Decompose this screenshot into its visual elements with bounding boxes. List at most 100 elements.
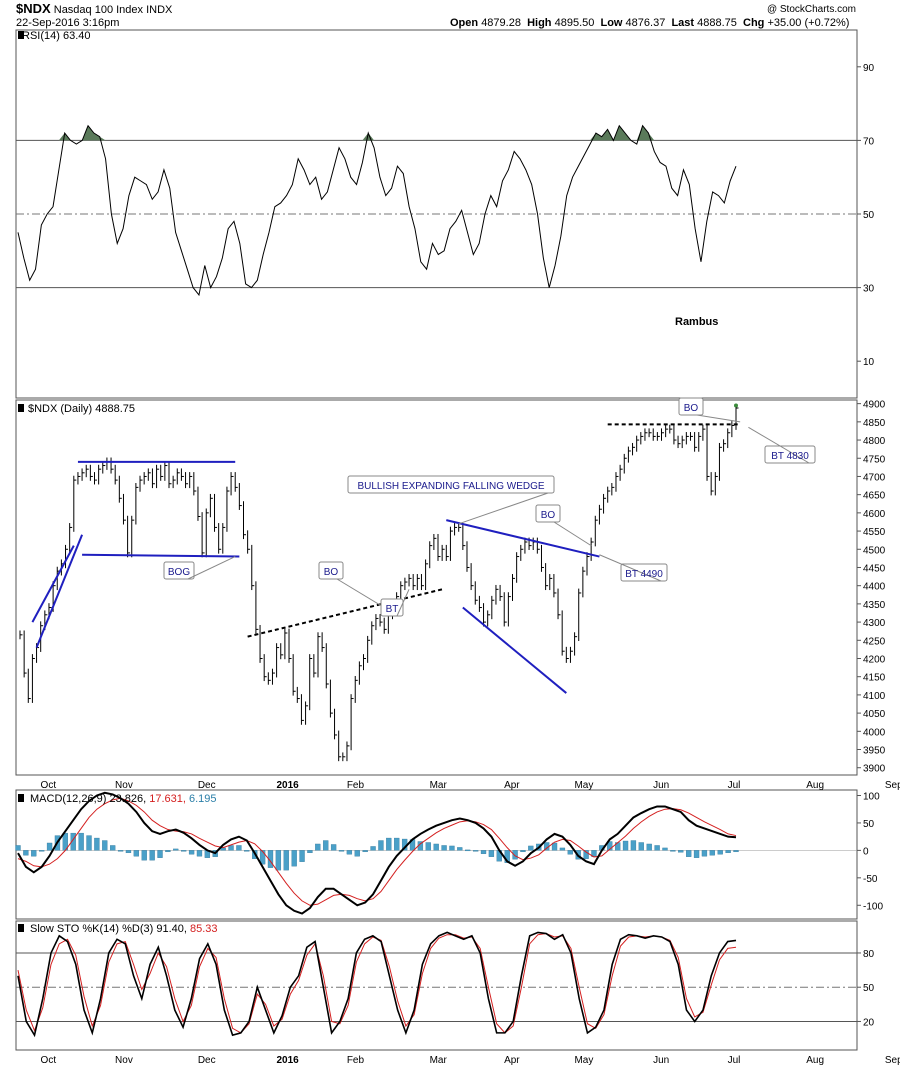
macd-histogram-bar [117, 850, 124, 852]
wedge-label-pointer [458, 492, 549, 525]
macd-histogram-bar [283, 850, 289, 871]
bt-4490-label-text: BT 4490 [625, 569, 663, 580]
sto-x-tick-label: May [574, 1055, 593, 1066]
macd-histogram-bar [394, 837, 400, 851]
price-x-tick-label: Mar [430, 780, 448, 791]
high-label: High [527, 17, 552, 29]
last-label: Last [671, 17, 695, 29]
macd-histogram-bar [370, 846, 376, 851]
bt-label-1-box [380, 598, 404, 617]
macd-histogram-bar [567, 850, 573, 855]
sto-legend-swatch [18, 924, 24, 932]
bt-4490-label: BT 4490 [599, 554, 668, 582]
price-x-tick-label: Jul [728, 780, 741, 791]
macd-histogram-bar [125, 850, 132, 854]
macd-histogram-bar [717, 850, 723, 855]
rsi-annotation: Rambus [675, 316, 718, 328]
macd-histogram-bar [110, 845, 116, 851]
bog-label-box [163, 561, 195, 580]
wedge-label-text: BULLISH EXPANDING FALLING WEDGE [357, 481, 544, 492]
price-y-tick-label: 4750 [863, 454, 886, 465]
wedge-bottom-line [462, 606, 567, 694]
rsi-legend-swatch [18, 31, 24, 39]
macd-histogram-bar [31, 850, 37, 857]
bt-label-1-text: BT [386, 604, 399, 615]
price-x-tick-label: Nov [115, 780, 133, 791]
open-label: Open [450, 17, 479, 29]
wedge-label-box [347, 475, 555, 494]
panel-frame-price [15, 399, 858, 776]
macd-histogram-bar [165, 850, 171, 853]
panel-frame-sto [15, 920, 858, 1051]
channel-line-upper [31, 545, 75, 623]
sto-x-tick-label: Mar [430, 1055, 448, 1066]
symbol-label: $NDX [16, 1, 51, 16]
price-y-tick-label: 4300 [863, 618, 886, 629]
price-y-tick-label: 4400 [863, 582, 886, 593]
price-legend-swatch [18, 404, 24, 412]
last-value: 4888.75 [697, 17, 737, 29]
macd-histogram-bar [528, 845, 534, 851]
macd-histogram-bar [299, 850, 305, 862]
price-x-tick-label: Sep [885, 780, 900, 791]
rsi-legend: RSI(14) 63.40 [22, 30, 90, 42]
macd-legend: MACD(12,26,9) 23.826, 17.631, 6.195 [30, 793, 217, 805]
macd-y-tick-label: 0 [863, 846, 869, 857]
price-y-tick-label: 3950 [863, 746, 886, 757]
macd-line [17, 791, 737, 915]
macd-histogram-bar [307, 850, 313, 854]
rsi-line [17, 124, 737, 297]
panel-frame-macd [15, 789, 858, 920]
bo-label-1-pointer [336, 578, 385, 608]
macd-histogram-bar [425, 842, 431, 851]
macd-histogram-bar [607, 841, 613, 851]
bt-4830-label-pointer [748, 426, 810, 464]
price-y-tick-label: 4900 [863, 400, 886, 411]
macd-histogram-bar [520, 850, 526, 853]
price-x-tick-label: Aug [806, 780, 824, 791]
price-x-tick-label: Jun [653, 780, 669, 791]
bo-label-2-box [535, 504, 561, 523]
high-value: 4895.50 [554, 17, 595, 29]
macd-histogram-bar [94, 837, 100, 851]
macd-histogram-bar [291, 850, 297, 867]
bo-dashed-line [247, 588, 443, 638]
rsi-y-tick-label: 30 [863, 284, 875, 295]
sto-x-tick-label: Apr [504, 1055, 520, 1066]
macd-histogram-bar [433, 843, 439, 851]
bt-4490-label-box [620, 563, 668, 582]
sto-y-tick-label: 80 [863, 949, 875, 960]
macd-histogram-bar [141, 850, 147, 861]
chg-label: Chg [743, 17, 765, 29]
macd-histogram-bar [733, 850, 739, 853]
macd-histogram-bar [622, 840, 629, 851]
bo-label-1-box [318, 561, 344, 580]
macd-legend-swatch [18, 794, 24, 802]
price-y-tick-label: 4100 [863, 691, 886, 702]
macd-histogram-bar [457, 847, 463, 851]
price-y-tick-label: 4250 [863, 636, 886, 647]
macd-y-tick-label: 100 [863, 791, 880, 802]
macd-histogram-bar [678, 850, 684, 853]
sto-x-tick-label: 2016 [276, 1055, 299, 1066]
price-y-tick-label: 4500 [863, 545, 886, 556]
sto-k-line [17, 931, 737, 1038]
macd-signal-line [17, 797, 737, 906]
bt-4830-label-text: BT 4830 [771, 451, 809, 462]
macd-histogram-bar [259, 850, 266, 865]
last-price-marker [734, 403, 738, 408]
macd-histogram-bar [23, 850, 29, 856]
price-y-tick-label: 4700 [863, 472, 886, 483]
bo-label-1-text: BO [324, 567, 339, 578]
macd-histogram-bar [488, 850, 495, 857]
bt-4830-label: BT 4830 [748, 426, 816, 464]
sto-x-tick-label: Sep [885, 1055, 900, 1066]
wedge-top-line [446, 519, 600, 558]
bo-label-3-box [678, 397, 704, 416]
bog-bottom-line [82, 553, 240, 558]
macd-histogram-bar [386, 837, 392, 851]
macd-histogram-bar [133, 850, 140, 857]
price-x-tick-label: Feb [347, 780, 365, 791]
price-x-tick-label: May [574, 780, 593, 791]
